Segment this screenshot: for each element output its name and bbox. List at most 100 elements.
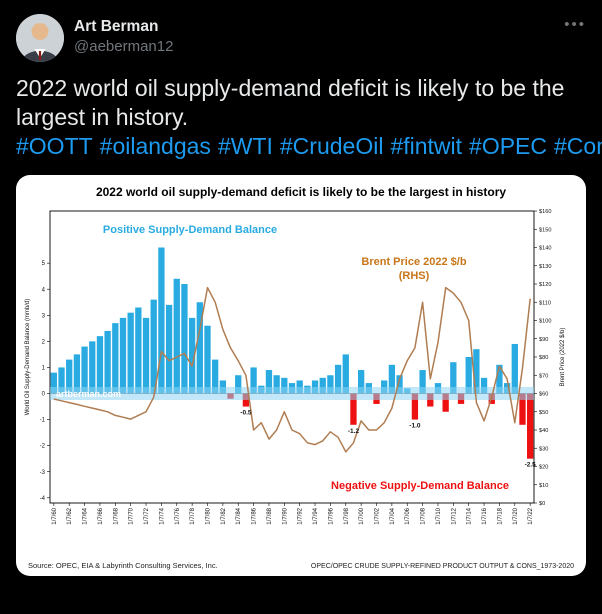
- right-tick-label: $60: [539, 392, 548, 398]
- x-tick-label: 1/7/74: [159, 507, 165, 524]
- x-tick-label: 1/7/14: [467, 507, 473, 524]
- x-tick-label: 1/7/70: [129, 507, 135, 524]
- tweet-header: Art Berman @aeberman12 •••: [0, 0, 602, 62]
- bar-value-label: -2.5: [525, 462, 537, 469]
- x-tick-label: 1/7/10: [436, 507, 442, 524]
- x-tick-label: 1/7/22: [528, 507, 534, 524]
- avatar[interactable]: [16, 14, 64, 62]
- tweet: Art Berman @aeberman12 ••• 2022 world oi…: [0, 0, 602, 576]
- tweet-text: 2022 world oil supply-demand deficit is …: [0, 62, 602, 161]
- balance-bar: [165, 304, 173, 394]
- balance-bar: [273, 375, 280, 394]
- hashtag-link[interactable]: #fintwit: [390, 133, 463, 159]
- x-tick-label: 1/7/80: [206, 507, 212, 524]
- balance-bar: [511, 343, 518, 394]
- x-tick-label: 1/7/72: [144, 507, 150, 524]
- x-tick-label: 1/7/98: [344, 507, 350, 524]
- author-block: Art Berman @aeberman12: [74, 14, 173, 56]
- brent-price-line: [53, 286, 531, 453]
- right-tick-label: $0: [539, 501, 545, 507]
- avatar-image: [16, 14, 64, 62]
- balance-bar: [473, 349, 480, 394]
- bar-value-label: -0.5: [240, 410, 252, 417]
- right-tick-label: $90: [539, 337, 548, 343]
- left-tick-label: 0: [42, 392, 46, 398]
- right-tick-label: $30: [539, 446, 548, 452]
- right-tick-label: $20: [539, 465, 548, 471]
- balance-bar: [465, 357, 472, 394]
- left-tick-label: -3: [40, 470, 46, 476]
- right-axis-title: Brent Price (2022 $/b): [560, 328, 566, 387]
- balance-bar: [427, 393, 434, 407]
- balance-bar: [235, 375, 242, 394]
- balance-bar: [181, 284, 188, 394]
- balance-bar: [96, 336, 104, 394]
- hashtag-link[interactable]: #OOTT: [16, 133, 93, 159]
- balance-bar: [319, 377, 326, 394]
- balance-bar: [342, 354, 349, 394]
- balance-bar: [311, 380, 319, 394]
- x-tick-label: 1/7/66: [98, 507, 104, 524]
- right-tick-label: $80: [539, 355, 548, 361]
- x-tick-label: 1/7/88: [267, 507, 273, 524]
- left-tick-label: 4: [42, 287, 46, 293]
- x-tick-label: 1/7/90: [282, 507, 288, 524]
- hashtag-link[interactable]: #WTI: [217, 133, 273, 159]
- balance-bar: [66, 359, 73, 394]
- balance-bar: [158, 247, 165, 394]
- right-tick-label: $160: [539, 209, 551, 215]
- hashtag-link[interactable]: #OPEC: [469, 133, 548, 159]
- x-tick-label: 1/7/08: [421, 507, 427, 524]
- balance-bar: [296, 380, 303, 394]
- x-tick-label: 1/7/20: [513, 507, 519, 524]
- hashtags: #OOTT #oilandgas #WTI #CrudeOil #fintwit #OPE…: [16, 132, 602, 161]
- x-tick-label: 1/7/64: [83, 507, 89, 524]
- chart-source-right: OPEC/OPEC CRUDE SUPPLY-REFINED PRODUCT O…: [310, 563, 574, 570]
- author-handle[interactable]: @aeberman12: [74, 38, 174, 55]
- left-tick-label: -1: [40, 418, 46, 424]
- balance-bar: [388, 364, 396, 394]
- balance-bar: [50, 372, 57, 394]
- balance-bar: [519, 393, 526, 425]
- chart-source: Source: OPEC, EIA & Labyrinth Consulting…: [28, 561, 218, 570]
- balance-bar: [350, 393, 357, 425]
- hashtag-link[interactable]: #oilandgas: [99, 133, 211, 159]
- right-tick-label: $100: [539, 319, 551, 325]
- balance-bar: [281, 377, 288, 394]
- balance-bar: [173, 278, 180, 394]
- x-tick-label: 1/7/60: [52, 507, 58, 524]
- brent-label-line1: Brent Price 2022 $/b: [361, 256, 466, 268]
- left-tick-label: -2: [40, 444, 46, 450]
- hashtag-link[interactable]: #CrudeOil: [279, 133, 384, 159]
- balance-bar: [188, 317, 196, 394]
- tweet-text-main: 2022 world oil supply-demand deficit is …: [16, 75, 565, 130]
- x-tick-label: 1/7/62: [67, 507, 73, 524]
- more-button[interactable]: •••: [564, 16, 586, 33]
- positive-balance-label: Positive Supply-Demand Balance: [103, 224, 277, 236]
- right-tick-label: $140: [539, 246, 551, 252]
- chart-plot: artberman.com -4 -3 -2 -1 0 1 2 3 4 5 $0 $10 $20 $30 $4…: [25, 209, 566, 525]
- negative-balance-label: Negative Supply-Demand Balance: [331, 480, 509, 492]
- hashtag-link[interactable]: #Commodities: [554, 133, 602, 159]
- x-tick-label: 1/7/84: [236, 507, 242, 524]
- x-tick-label: 1/7/82: [221, 507, 227, 524]
- left-tick-label: 3: [42, 313, 46, 319]
- left-tick-label: 2: [42, 339, 46, 345]
- chart-image[interactable]: 2022 world oil supply-demand deficit is …: [16, 175, 586, 576]
- right-tick-label: $120: [539, 282, 551, 288]
- balance-bar: [119, 317, 127, 394]
- watermark-text: artberman.com: [56, 389, 121, 399]
- x-tick-label: 1/7/78: [190, 507, 196, 524]
- x-tick-label: 1/7/16: [482, 507, 488, 524]
- chart-footer: Source: OPEC, EIA & Labyrinth Consulting…: [22, 560, 580, 572]
- x-tick-label: 1/7/86: [252, 507, 258, 524]
- balance-bar: [242, 393, 250, 407]
- author-name[interactable]: Art Berman: [74, 18, 159, 35]
- balance-bar: [496, 364, 503, 394]
- right-tick-label: $50: [539, 410, 548, 416]
- balance-bar: [327, 375, 334, 394]
- balance-bar: [334, 364, 342, 394]
- right-tick-label: $150: [539, 227, 551, 233]
- balance-bar: [142, 317, 150, 394]
- x-tick-label: 1/7/76: [175, 507, 181, 524]
